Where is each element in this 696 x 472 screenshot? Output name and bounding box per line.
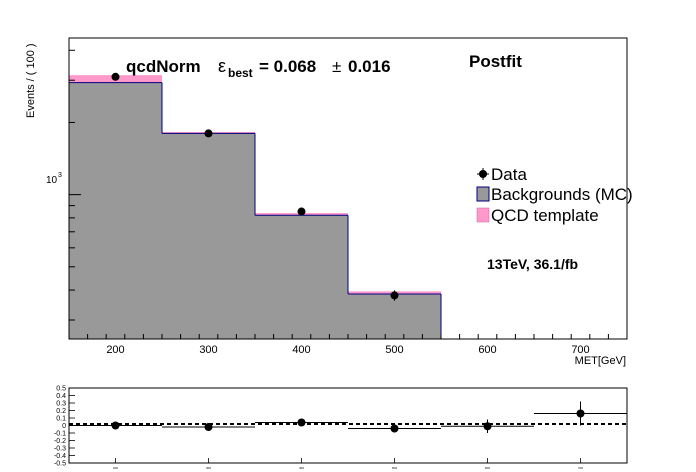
ratio-y-tick-label: -0.4 [54,453,66,460]
ratio-point [483,422,492,431]
x-tick-label: 600 [478,344,496,356]
y-tick-label-exponent: 3 [58,172,62,179]
x-tick-label: 500 [385,344,403,356]
legend-label-backgrounds: Backgrounds (MC) [491,185,633,204]
fit-value: = 0.068 [259,57,316,76]
ratio-y-tick-label: -0.2 [54,438,66,445]
legend-entry-backgrounds: Backgrounds (MC) [476,185,633,204]
data-point [390,291,399,300]
legend: Data Backgrounds (MC) QCD template [476,165,633,225]
main-axis-ticks: 200 300 400 500 600 700 [68,49,628,356]
ratio-panel: 0.50.40.30.20.10-0.1-0.2-0.3-0.4-0.5 200 3… [54,386,628,471]
ratio-y-tick-label: 0.1 [56,416,66,423]
legend-swatch-qcd [476,207,490,223]
data-points [111,72,399,301]
fit-param-name: qcdNorm [126,57,201,76]
background-mc-bar [255,215,348,339]
legend-label-data: Data [491,165,527,184]
x-axis-title: MET[GeV] [575,355,626,367]
ratio-x-tick-label: 400 [299,466,304,470]
ratio-point [204,423,213,431]
background-mc-bar [162,133,255,339]
legend-entry-qcd: QCD template [476,206,599,225]
background-mc-bar [69,82,162,339]
x-tick-label: 300 [199,344,217,356]
data-point [297,207,306,216]
epsilon-symbol: ε [218,56,226,76]
legend-swatch-backgrounds [476,186,490,202]
legend-entry-data: Data [477,165,527,184]
ratio-y-tick-label: -0.1 [54,431,66,438]
main-panel: 200 300 400 500 600 700 Events / ( 100 ) MET[… [25,37,633,367]
ratio-axis-ticks: 0.50.40.30.20.10-0.1-0.2-0.3-0.4-0.5 200 3… [54,386,583,471]
ratio-y-tick-label: -0.5 [54,461,66,468]
ratio-x-tick-label: 600 [485,466,490,470]
ratio-point [390,424,399,433]
ratio-point [111,421,120,430]
ratio-y-tick-label: 0.5 [56,386,66,393]
legend-label-qcd: QCD template [491,206,599,225]
data-point [204,129,213,138]
ratio-y-tick-label: -0.3 [54,446,66,453]
ratio-x-tick-label: 200 [113,466,118,470]
y-tick-label-base: 10 [46,175,58,186]
x-tick-label: 200 [106,344,124,356]
fit-result-label: qcdNorm ε best = 0.068 ± 0.016 [126,56,391,80]
ratio-y-tick-label: 0.2 [56,408,66,415]
x-tick-label: 400 [292,344,310,356]
data-point [111,72,120,81]
x-tick-label: 700 [571,344,589,356]
legend-data-marker [479,170,487,178]
postfit-label: Postfit [469,52,522,71]
ratio-x-tick-label: 500 [392,466,397,470]
ratio-x-tick-label: 300 [206,466,211,470]
ratio-x-tick-label: 700 [578,466,583,470]
ratio-point [576,409,585,418]
ratio-y-tick-label: 0.4 [56,393,66,400]
ratio-y-tick-label: 0.3 [56,401,66,408]
ratio-y-tick-label: 0 [62,423,66,430]
ratio-point [297,418,306,427]
ratio-points [69,401,627,433]
background-mc-bar [348,294,441,339]
plus-minus-symbol: ± [332,57,341,76]
y-axis-title: Events / ( 100 ) [25,43,37,118]
y-tick-label-1000: 10 3 [46,172,62,186]
histogram-fills [69,75,442,339]
epsilon-subscript: best [228,66,253,80]
lumi-label: 13TeV, 36.1/fb [487,256,578,272]
fit-error: 0.016 [348,57,391,76]
